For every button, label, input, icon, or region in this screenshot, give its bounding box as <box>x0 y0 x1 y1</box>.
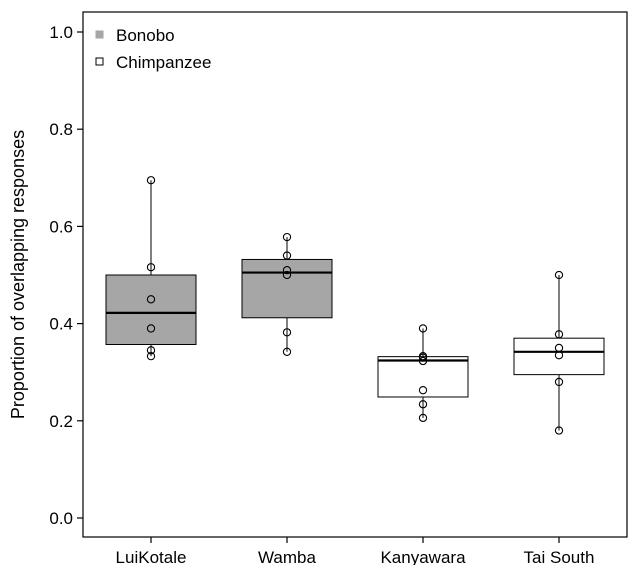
box-iqr <box>105 274 197 345</box>
box-iqr <box>513 337 605 376</box>
box-kanyawara <box>377 324 469 423</box>
data-point <box>146 352 156 361</box>
data-point <box>418 400 428 409</box>
data-point <box>554 351 564 360</box>
data-point <box>282 265 292 275</box>
box-luikotale <box>105 176 197 361</box>
legend-label: Bonobo <box>116 26 175 45</box>
x-tick-label: LuiKotale <box>116 548 187 565</box>
y-tick-label: 0.8 <box>49 120 73 139</box>
data-point <box>554 377 564 387</box>
y-tick-label: 0.0 <box>49 509 73 528</box>
box-iqr <box>377 356 469 398</box>
y-tick-label: 1.0 <box>49 23 73 42</box>
legend: Bonobo Chimpanzee <box>95 26 211 72</box>
plot-frame <box>82 11 628 538</box>
box-wamba <box>241 232 333 356</box>
data-point <box>418 413 428 423</box>
data-point <box>282 232 292 242</box>
data-point <box>282 251 292 260</box>
data-point <box>554 270 564 280</box>
data-point <box>146 324 156 333</box>
x-tick-label: Wamba <box>258 548 316 565</box>
y-tick-label: 0.2 <box>49 412 73 431</box>
y-tick-label: 0.6 <box>49 217 73 236</box>
data-point <box>554 426 564 435</box>
data-point <box>146 176 156 185</box>
data-point <box>418 356 428 366</box>
data-point <box>418 324 428 333</box>
legend-swatch <box>95 57 104 66</box>
legend-swatch <box>95 30 104 39</box>
boxes <box>105 176 605 435</box>
x-tick-label: Tai South <box>524 548 595 565</box>
legend-label: Chimpanzee <box>116 53 211 72</box>
box-tai-south <box>513 270 605 435</box>
data-point <box>146 295 156 304</box>
axes: 0.0 0.2 0.4 0.6 0.8 1.0 LuiKotale Wamba Kanyawar… <box>49 11 628 565</box>
x-tick-label: Kanyawara <box>380 548 466 565</box>
data-point <box>554 330 564 339</box>
data-point <box>282 347 292 356</box>
data-point <box>146 346 156 355</box>
data-point <box>282 328 292 337</box>
data-point <box>418 353 428 362</box>
data-point <box>282 270 292 280</box>
y-axis-title: Proportion of overlapping responses <box>8 130 28 419</box>
y-tick-label: 0.4 <box>49 315 73 334</box>
data-point <box>146 263 156 272</box>
box-iqr <box>241 258 333 319</box>
data-point <box>418 386 428 395</box>
